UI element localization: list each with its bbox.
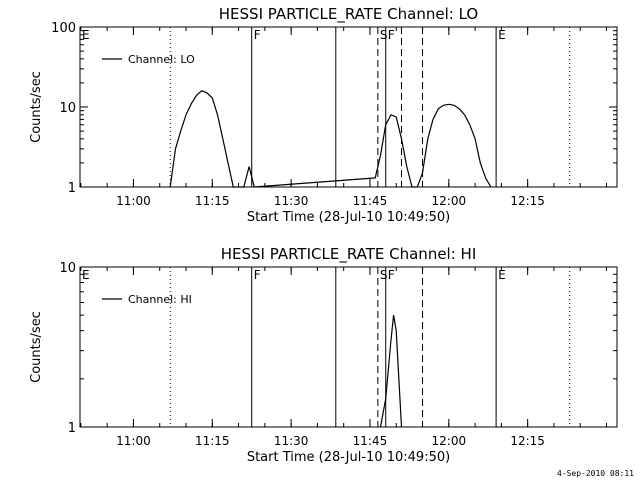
panel-2-y-axis-label: Counts/sec (29, 311, 44, 383)
panel-2-event-marker-label: F (388, 268, 395, 282)
panel-2-x-tick-label: 11:00 (116, 434, 151, 448)
panel-2-x-tick-label: 12:15 (510, 434, 545, 448)
panel-1-y-tick-label: 10 (59, 101, 76, 116)
panel-1-x-tick-label: 11:00 (116, 194, 151, 208)
panel-1-legend-entry: Channel: LO (128, 53, 195, 66)
panel-2-x-tick-label: 11:15 (195, 434, 230, 448)
footer-timestamp: 4-Sep-2010 08:11 (556, 469, 634, 478)
panel-1-series-line (169, 90, 492, 188)
panel-2-chart-title: HESSI PARTICLE_RATE Channel: HI (221, 245, 477, 264)
panel-1-chart-title: HESSI PARTICLE_RATE Channel: LO (219, 5, 478, 24)
panel-1-x-tick-label: 12:00 (432, 194, 467, 208)
panel-2-x-tick-label: 12:00 (432, 434, 467, 448)
panel-2-event-marker-label: S (380, 268, 388, 282)
panel-1-event-marker-label: E (498, 28, 506, 42)
panel-2-x-tick-label: 11:30 (274, 434, 309, 448)
panel-1-event-marker-label: S (380, 28, 388, 42)
panel-1-y-tick-label: 1 (68, 181, 76, 196)
panel-1-event-marker-label: F (254, 28, 261, 42)
panel-1-x-axis-label: Start Time (28-Jul-10 10:49:50) (247, 210, 450, 225)
panel-2-x-tick-label: 11:45 (353, 434, 388, 448)
panel-2-x-axis-label: Start Time (28-Jul-10 10:49:50) (247, 450, 450, 465)
panel-1-y-tick-label: 100 (51, 21, 76, 36)
panel-2-y-tick-label: 10 (59, 261, 76, 276)
panel-2-legend-entry: Channel: HI (128, 293, 192, 306)
panel-2-y-tick-label: 1 (68, 421, 76, 436)
panel-2-series-line (379, 315, 403, 428)
panel-1-event-marker-label: E (82, 28, 90, 42)
panel-2-event-marker-label: E (82, 268, 90, 282)
panel-1-x-tick-label: 11:45 (353, 194, 388, 208)
panel-1-x-tick-label: 11:30 (274, 194, 309, 208)
panel-1-event-marker-label: F (388, 28, 395, 42)
panel-2-event-marker-label: E (498, 268, 506, 282)
panel-2-event-marker-label: F (254, 268, 261, 282)
panel-1-x-tick-label: 11:15 (195, 194, 230, 208)
panel-2-plot-frame (79, 266, 618, 428)
panel-1-plot-frame (79, 26, 618, 188)
panel-1-x-tick-label: 12:15 (510, 194, 545, 208)
panel-1-y-axis-label: Counts/sec (29, 71, 44, 143)
